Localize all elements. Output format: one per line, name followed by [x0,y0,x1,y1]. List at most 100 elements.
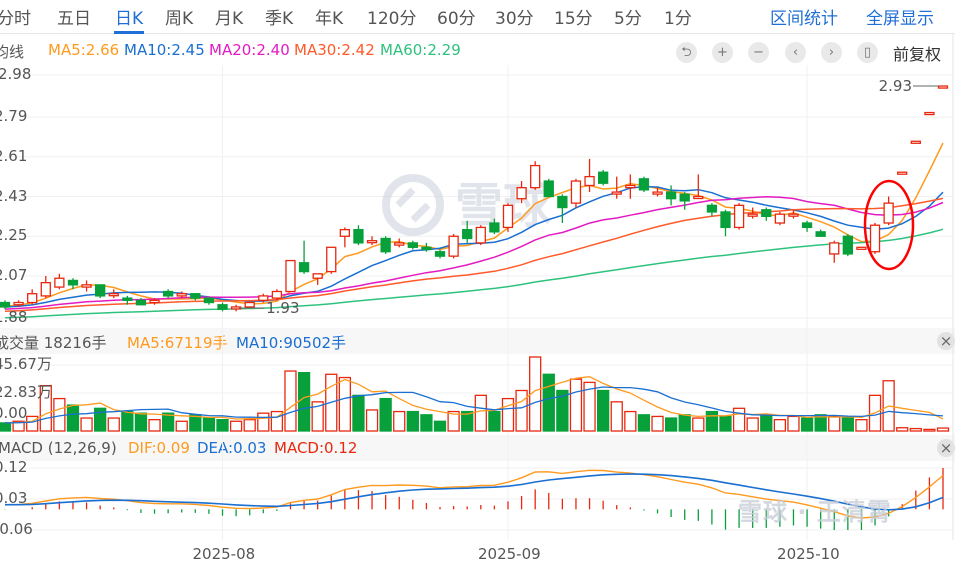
candle [856,246,867,250]
tab-3[interactable]: 周K [165,9,194,29]
close-macd-button[interactable]: × [937,439,955,457]
candle-body [176,293,187,297]
candle [244,301,255,308]
candle-body [679,193,690,202]
tab-9[interactable]: 30分 [495,9,534,29]
close-volume-button[interactable]: × [937,332,955,350]
tab-0[interactable]: 分时 [0,9,31,29]
candle [176,291,187,299]
candle [203,297,215,305]
candle [434,249,446,259]
candle [897,171,908,175]
candle [67,278,79,290]
candle [40,276,51,299]
candle [339,227,351,248]
volume-bar [542,373,555,432]
macd-header: MACD (12,26,9) DIF:0.09 DEA:0.03 MACD:0.… [0,435,955,461]
volume-bar [556,389,569,432]
tab-1[interactable]: 五日 [57,9,91,29]
adjust-select[interactable]: 前复权 [893,45,942,64]
tab-2[interactable]: 日K [113,4,145,34]
volume-bar [365,409,379,432]
fullscreen-link[interactable]: 全屏显示 [866,9,934,29]
candle-body [448,235,459,257]
candle-body [937,85,949,89]
tab-5[interactable]: 季K [265,9,294,29]
volume-bar [311,401,324,432]
volume-bar [855,419,868,432]
volume-bar [583,381,596,432]
volume-ma10-line [4,386,944,424]
tab-12[interactable]: 1分 [664,9,692,29]
candle [706,203,718,217]
tab-10[interactable]: 15分 [554,9,593,29]
candle-body [462,228,473,240]
volume-bar [936,427,950,432]
candle [421,242,432,252]
candle [693,174,704,200]
tab-6[interactable]: 年K [315,9,344,29]
candle-body [693,195,704,200]
range-stats-link[interactable]: 区间统计 [770,9,838,29]
volume-bar [637,414,651,432]
candle [13,300,24,307]
undo-icon[interactable]: ⮌ [676,42,697,63]
volume-bar [692,417,705,432]
volume-bar [896,427,909,432]
tab-11[interactable]: 5分 [614,9,642,29]
candle [502,203,514,232]
dif-line [4,469,944,519]
candle [652,187,663,197]
macd-axis-label: 0.12 [0,458,28,476]
candle [190,293,201,301]
price-axis-label: 2.61 [0,146,28,165]
volume-header: 成交量 18216手 MA5:67119手 MA10:90502手 × [0,328,955,354]
tab-7[interactable]: 120分 [367,9,417,29]
candle-body [774,213,786,224]
candle-body [149,299,160,304]
candle [761,207,772,221]
volume-bar [828,415,841,432]
volume-bar [841,417,854,432]
volume-bar [529,356,542,432]
candle-icon[interactable]: ▯ [857,42,878,63]
volume-bar [26,415,39,432]
volume-bar [243,419,256,432]
macd-axis-label: 0.03 [0,489,28,507]
tab-4[interactable]: 月K [215,9,244,29]
candle-body [869,224,881,253]
candle-body [842,235,853,255]
candle [162,289,174,299]
candle [366,236,378,246]
ma-legend-item: MA20:2.40 [209,41,290,59]
tab-8[interactable]: 60分 [437,9,476,29]
next-icon[interactable]: › [821,42,842,63]
zoom-in-icon[interactable]: + [712,42,733,63]
volume-bar [474,394,487,432]
prev-icon[interactable]: ‹ [785,42,806,63]
ma10-line [4,185,944,308]
candle-body [883,202,894,224]
volume-bar [216,419,229,432]
zoom-out-icon[interactable]: − [748,42,769,63]
macd-value: MACD:0.12 [274,439,358,457]
candle-body [502,204,514,229]
candle [679,192,690,210]
candle [625,174,636,199]
candle-body [285,259,296,293]
candle-body [720,211,731,229]
candle-body [557,195,568,209]
date-axis-label: 2025-10 [777,545,840,563]
candle-body [761,209,772,218]
candle-body [326,246,337,273]
ma-legend-item: MA30:2.42 [294,41,375,59]
candle [380,236,391,254]
candle-body [407,242,418,248]
volume-bar [134,412,148,432]
volume-bar [80,417,93,432]
candle [801,220,813,232]
candle-body [298,262,310,273]
macd-dea: DEA:0.03 [197,439,267,457]
volume-bar [433,420,447,432]
